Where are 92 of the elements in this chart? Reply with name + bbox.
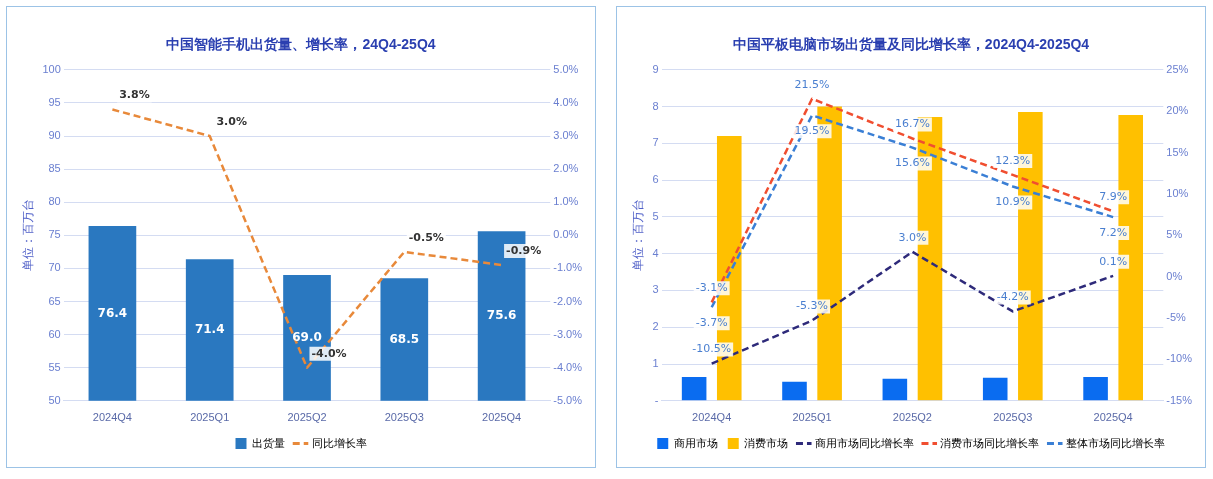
y-tick-label: 2 (652, 320, 659, 333)
data-label: -4.0% (311, 346, 347, 360)
bar (1083, 376, 1108, 401)
y-tick-label: 60 (48, 327, 61, 340)
y2-tick-label: -5% (1166, 311, 1187, 324)
x-tick-label: 2025Q2 (287, 411, 327, 424)
x-tick-label: 2024Q4 (692, 411, 732, 424)
data-label: 0.1% (1099, 254, 1128, 268)
y-tick-label: 90 (48, 129, 61, 142)
y-tick-label: 50 (48, 393, 61, 406)
y-tick-label: 8 (652, 99, 659, 112)
y-tick-label: 5 (652, 209, 659, 222)
data-label: 21.5% (794, 77, 830, 91)
data-label: -4.2% (996, 290, 1029, 304)
y-tick-label: 4 (652, 246, 659, 259)
chart-title: 中国智能手机出货量、增长率，24Q4-25Q4 (166, 36, 436, 53)
data-label: -10.5% (692, 342, 732, 356)
y2-tick-label: -1.0% (553, 261, 583, 274)
legend-label: 出货量 (252, 436, 285, 449)
y2-tick-label: 0% (1166, 269, 1183, 282)
y2-tick-label: 0.0% (553, 228, 579, 241)
y2-tick-label: -5.0% (553, 393, 583, 406)
y-tick-label: 7 (652, 136, 659, 149)
chart-title: 中国平板电脑市场出货量及同比增长率，2024Q4-2025Q4 (732, 36, 1090, 53)
legend-label: 商用市场同比增长率 (814, 436, 914, 449)
data-label: 7.9% (1099, 190, 1128, 204)
y2-tick-label: -15% (1166, 393, 1193, 406)
data-label: 76.4 (97, 305, 128, 320)
x-tick-label: 2024Q4 (92, 411, 132, 424)
y-tick-label: - (654, 393, 659, 406)
data-label: 7.2% (1099, 225, 1128, 239)
data-label: 71.4 (194, 322, 225, 337)
y2-tick-label: 20% (1166, 104, 1189, 117)
data-label: 75.6 (486, 308, 517, 323)
bar (681, 376, 707, 401)
legend-label: 消费市场同比增长率 (940, 436, 1040, 449)
data-label: 3.0% (898, 230, 927, 244)
bar (882, 378, 908, 401)
y-tick-label: 1 (652, 357, 659, 370)
y2-tick-label: -4.0% (553, 360, 583, 373)
y2-tick-label: 2.0% (553, 162, 579, 175)
y2-tick-label: -2.0% (553, 294, 583, 307)
data-label: -3.7% (695, 316, 728, 330)
legend-label: 消费市场 (744, 436, 789, 449)
data-label: 16.7% (894, 117, 930, 131)
data-label: 10.9% (995, 195, 1031, 209)
y-tick-label: 9 (652, 62, 659, 75)
y2-tick-label: -10% (1166, 352, 1193, 365)
data-label: -0.9% (506, 243, 542, 257)
y-tick-label: 55 (48, 360, 61, 373)
data-label: 12.3% (995, 153, 1031, 167)
y2-tick-label: 25% (1166, 62, 1189, 75)
y-tick-label: 100 (42, 62, 61, 75)
bar (782, 381, 807, 401)
data-label: 68.5 (389, 331, 420, 346)
y2-tick-label: 4.0% (553, 95, 579, 108)
y-axis-title: 单位：百万台 (20, 199, 35, 272)
data-label: 19.5% (794, 124, 830, 138)
y-tick-label: 65 (48, 294, 61, 307)
y-tick-label: 70 (48, 261, 61, 274)
y2-tick-label: 3.0% (553, 129, 579, 142)
data-label: -3.1% (695, 281, 728, 295)
y-axis-title: 单位：百万台 (630, 199, 645, 272)
data-label: 3.0% (216, 114, 247, 128)
x-tick-label: 2025Q4 (1093, 411, 1133, 424)
x-tick-label: 2025Q3 (993, 411, 1033, 424)
data-label: 15.6% (894, 156, 930, 170)
bar (982, 377, 1008, 401)
x-tick-label: 2025Q2 (892, 411, 932, 424)
y-tick-label: 80 (48, 195, 61, 208)
x-tick-label: 2025Q1 (190, 411, 230, 424)
y-tick-label: 3 (652, 283, 659, 296)
y2-tick-label: 1.0% (553, 195, 579, 208)
y2-tick-label: 5% (1166, 228, 1183, 241)
y2-tick-label: 5.0% (553, 62, 579, 75)
y-tick-label: 95 (48, 95, 61, 108)
x-tick-label: 2025Q4 (482, 411, 522, 424)
x-tick-label: 2025Q1 (792, 411, 832, 424)
y2-tick-label: -3.0% (553, 327, 583, 340)
y-tick-label: 6 (652, 173, 659, 186)
data-label: 3.8% (119, 88, 150, 102)
legend-label: 整体市场同比增长率 (1065, 436, 1165, 449)
data-label: -5.3% (796, 299, 829, 313)
legend-label: 商用市场 (673, 436, 718, 449)
y2-tick-label: 10% (1166, 186, 1189, 199)
x-tick-label: 2025Q3 (384, 411, 424, 424)
y-tick-label: 85 (48, 162, 61, 175)
data-label: 69.0 (292, 330, 322, 345)
legend-label: 同比增长率 (311, 436, 367, 449)
data-label: -0.5% (408, 230, 444, 244)
y2-tick-label: 15% (1166, 145, 1189, 158)
y-tick-label: 75 (48, 228, 61, 241)
